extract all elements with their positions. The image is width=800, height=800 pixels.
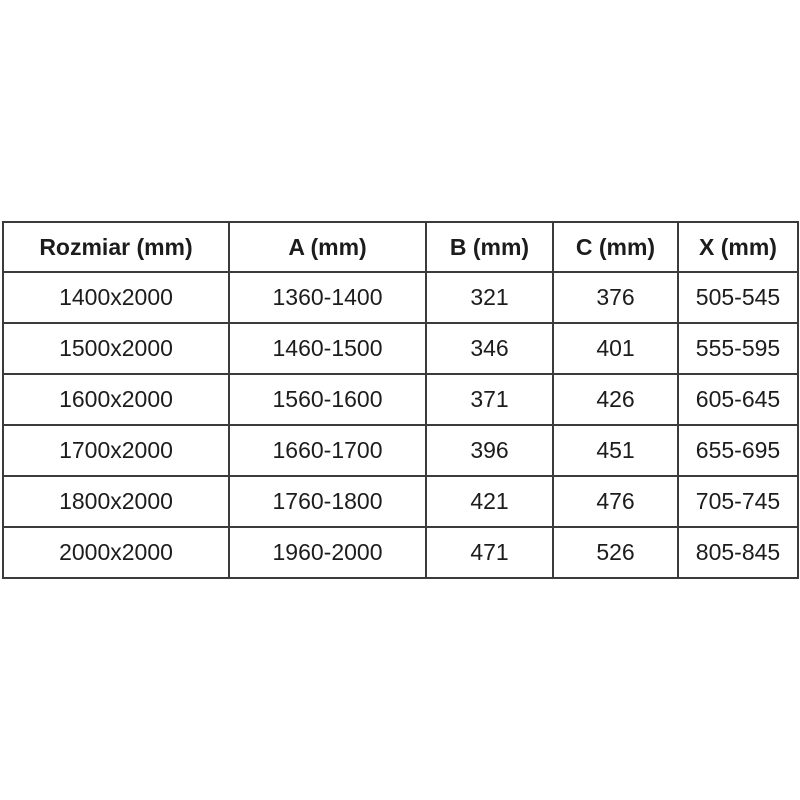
table-row: 1500x2000 1460-1500 346 401 555-595	[2, 322, 799, 375]
table-cell-a: 1460-1500	[228, 322, 427, 375]
table-cell-x: 605-645	[677, 373, 799, 426]
table-cell-rozmiar: 1600x2000	[2, 373, 230, 426]
table-row: 2000x2000 1960-2000 471 526 805-845	[2, 526, 799, 579]
table-cell-a: 1760-1800	[228, 475, 427, 528]
header-row: Rozmiar (mm) A (mm) B (mm) C (mm) X (mm)	[2, 221, 799, 273]
table-cell-c: 401	[552, 322, 679, 375]
table-cell-c: 526	[552, 526, 679, 579]
table-cell-c: 376	[552, 271, 679, 324]
table-cell-b: 471	[425, 526, 554, 579]
table-row: 1700x2000 1660-1700 396 451 655-695	[2, 424, 799, 477]
table-cell-b: 371	[425, 373, 554, 426]
table-cell-c: 476	[552, 475, 679, 528]
table-cell-rozmiar: 1700x2000	[2, 424, 230, 477]
table-cell-x: 555-595	[677, 322, 799, 375]
table-cell-rozmiar: 1500x2000	[2, 322, 230, 375]
table-cell-c: 426	[552, 373, 679, 426]
table-cell-x: 705-745	[677, 475, 799, 528]
table-row: 1800x2000 1760-1800 421 476 705-745	[2, 475, 799, 528]
table-row: 1600x2000 1560-1600 371 426 605-645	[2, 373, 799, 426]
table-cell-rozmiar: 1400x2000	[2, 271, 230, 324]
table-cell-x: 505-545	[677, 271, 799, 324]
table-cell-b: 396	[425, 424, 554, 477]
table-cell-a: 1960-2000	[228, 526, 427, 579]
table-row: 1400x2000 1360-1400 321 376 505-545	[2, 271, 799, 324]
column-header-c: C (mm)	[552, 221, 679, 273]
dimensions-table: Rozmiar (mm) A (mm) B (mm) C (mm) X (mm)…	[2, 221, 799, 579]
table-cell-a: 1360-1400	[228, 271, 427, 324]
table-cell-rozmiar: 2000x2000	[2, 526, 230, 579]
table-cell-a: 1660-1700	[228, 424, 427, 477]
column-header-a: A (mm)	[228, 221, 427, 273]
table-cell-b: 346	[425, 322, 554, 375]
table-cell-b: 321	[425, 271, 554, 324]
table-cell-x: 655-695	[677, 424, 799, 477]
table-cell-rozmiar: 1800x2000	[2, 475, 230, 528]
column-header-x: X (mm)	[677, 221, 799, 273]
table-cell-x: 805-845	[677, 526, 799, 579]
column-header-rozmiar: Rozmiar (mm)	[2, 221, 230, 273]
column-header-b: B (mm)	[425, 221, 554, 273]
table-cell-c: 451	[552, 424, 679, 477]
table-cell-b: 421	[425, 475, 554, 528]
table-cell-a: 1560-1600	[228, 373, 427, 426]
